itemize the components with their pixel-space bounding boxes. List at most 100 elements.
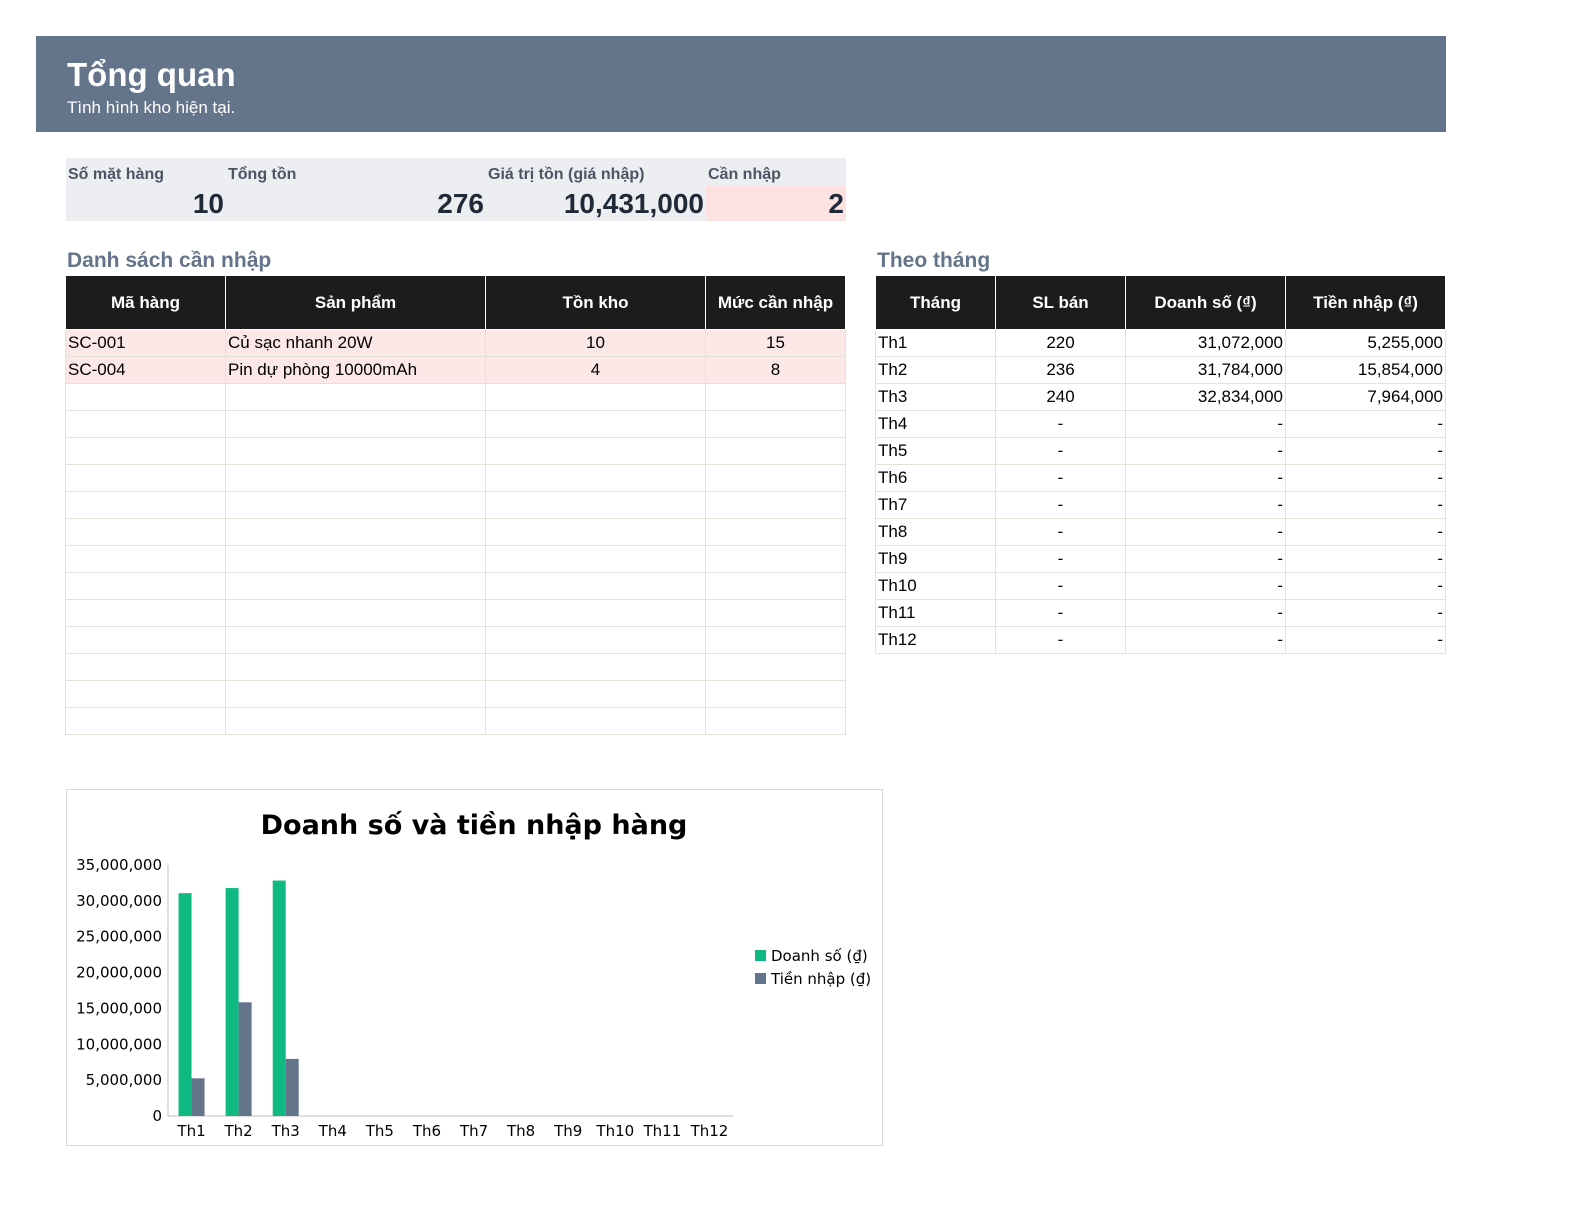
- cell-sales[interactable]: -: [1125, 410, 1286, 438]
- cell-month[interactable]: Th2: [875, 356, 996, 384]
- column-header-product[interactable]: Sản phẩm: [225, 275, 486, 330]
- cell-sales[interactable]: -: [1125, 437, 1286, 465]
- cell-stock[interactable]: [485, 491, 706, 519]
- cell-sales[interactable]: -: [1125, 545, 1286, 573]
- cell-sales[interactable]: 31,784,000: [1125, 356, 1286, 384]
- cell-import-cost[interactable]: -: [1285, 572, 1446, 600]
- column-header-reorder-level[interactable]: Mức cần nhập: [705, 275, 846, 330]
- cell-stock[interactable]: [485, 680, 706, 708]
- cell-import-cost[interactable]: 7,964,000: [1285, 383, 1446, 411]
- cell-sales[interactable]: 31,072,000: [1125, 329, 1286, 357]
- column-header-qty-sold[interactable]: SL bán: [995, 275, 1126, 330]
- cell-product[interactable]: Củ sạc nhanh 20W: [225, 329, 486, 357]
- cell-sku[interactable]: [65, 383, 226, 411]
- cell-stock[interactable]: [485, 653, 706, 681]
- table-row[interactable]: [65, 599, 846, 627]
- cell-sales[interactable]: -: [1125, 464, 1286, 492]
- cell-product[interactable]: [225, 491, 486, 519]
- cell-reorder-level[interactable]: [705, 464, 846, 492]
- table-row[interactable]: [65, 707, 846, 735]
- table-row[interactable]: [65, 572, 846, 600]
- table-row[interactable]: Th5- - -: [875, 437, 1446, 465]
- cell-product[interactable]: [225, 707, 486, 735]
- table-row[interactable]: Th6- - -: [875, 464, 1446, 492]
- table-row[interactable]: [65, 410, 846, 438]
- table-row[interactable]: Th3 240 32,834,000 7,964,000: [875, 383, 1446, 411]
- cell-import-cost[interactable]: -: [1285, 464, 1446, 492]
- table-row[interactable]: Th10- - -: [875, 572, 1446, 600]
- sales-import-chart[interactable]: Doanh số và tiền nhập hàng 0 5,000,000 10,…: [66, 789, 883, 1146]
- table-row[interactable]: [65, 437, 846, 465]
- cell-product[interactable]: [225, 410, 486, 438]
- table-row[interactable]: SC-004 Pin dự phòng 10000mAh 4 8: [65, 356, 846, 384]
- cell-reorder-level[interactable]: [705, 518, 846, 546]
- table-row[interactable]: SC-001 Củ sạc nhanh 20W 10 15: [65, 329, 846, 357]
- cell-reorder-level[interactable]: [705, 599, 846, 627]
- cell-sku[interactable]: [65, 599, 226, 627]
- cell-month[interactable]: Th5: [875, 437, 996, 465]
- cell-sku[interactable]: [65, 410, 226, 438]
- cell-sku[interactable]: [65, 707, 226, 735]
- cell-reorder-level[interactable]: [705, 653, 846, 681]
- cell-stock[interactable]: [485, 545, 706, 573]
- cell-product[interactable]: [225, 572, 486, 600]
- table-row[interactable]: [65, 518, 846, 546]
- cell-qty-sold[interactable]: -: [995, 626, 1126, 654]
- cell-qty-sold[interactable]: -: [995, 437, 1126, 465]
- cell-sku[interactable]: [65, 464, 226, 492]
- cell-sku[interactable]: [65, 437, 226, 465]
- cell-import-cost[interactable]: 5,255,000: [1285, 329, 1446, 357]
- cell-stock[interactable]: [485, 464, 706, 492]
- cell-stock[interactable]: [485, 572, 706, 600]
- cell-reorder-level[interactable]: [705, 491, 846, 519]
- cell-import-cost[interactable]: -: [1285, 410, 1446, 438]
- cell-sales[interactable]: -: [1125, 491, 1286, 519]
- cell-month[interactable]: Th8: [875, 518, 996, 546]
- cell-month[interactable]: Th10: [875, 572, 996, 600]
- cell-import-cost[interactable]: -: [1285, 518, 1446, 546]
- cell-sales[interactable]: 32,834,000: [1125, 383, 1286, 411]
- table-row[interactable]: [65, 626, 846, 654]
- table-row[interactable]: Th12- - -: [875, 626, 1446, 654]
- table-row[interactable]: [65, 545, 846, 573]
- cell-stock[interactable]: [485, 626, 706, 654]
- cell-qty-sold[interactable]: -: [995, 572, 1126, 600]
- cell-qty-sold[interactable]: -: [995, 410, 1126, 438]
- cell-sku[interactable]: SC-001: [65, 329, 226, 357]
- cell-stock[interactable]: [485, 518, 706, 546]
- cell-month[interactable]: Th3: [875, 383, 996, 411]
- cell-reorder-level[interactable]: [705, 680, 846, 708]
- cell-import-cost[interactable]: -: [1285, 491, 1446, 519]
- cell-qty-sold[interactable]: 240: [995, 383, 1126, 411]
- cell-product[interactable]: [225, 437, 486, 465]
- table-row[interactable]: Th9- - -: [875, 545, 1446, 573]
- table-row[interactable]: Th4- - -: [875, 410, 1446, 438]
- cell-stock[interactable]: [485, 383, 706, 411]
- cell-month[interactable]: Th9: [875, 545, 996, 573]
- cell-sku[interactable]: [65, 545, 226, 573]
- cell-sku[interactable]: [65, 653, 226, 681]
- column-header-month[interactable]: Tháng: [875, 275, 996, 330]
- cell-sku[interactable]: [65, 491, 226, 519]
- cell-month[interactable]: Th6: [875, 464, 996, 492]
- cell-sales[interactable]: -: [1125, 626, 1286, 654]
- cell-sku[interactable]: [65, 572, 226, 600]
- cell-import-cost[interactable]: 15,854,000: [1285, 356, 1446, 384]
- column-header-import-cost[interactable]: Tiền nhập (₫): [1285, 275, 1446, 330]
- cell-product[interactable]: [225, 518, 486, 546]
- cell-month[interactable]: Th12: [875, 626, 996, 654]
- cell-import-cost[interactable]: -: [1285, 437, 1446, 465]
- cell-stock[interactable]: [485, 410, 706, 438]
- cell-sku[interactable]: [65, 680, 226, 708]
- cell-product[interactable]: [225, 680, 486, 708]
- table-row[interactable]: Th8- - -: [875, 518, 1446, 546]
- cell-product[interactable]: [225, 464, 486, 492]
- cell-month[interactable]: Th1: [875, 329, 996, 357]
- cell-sku[interactable]: [65, 518, 226, 546]
- table-row[interactable]: Th1 220 31,072,000 5,255,000: [875, 329, 1446, 357]
- table-row[interactable]: [65, 464, 846, 492]
- cell-qty-sold[interactable]: -: [995, 545, 1126, 573]
- cell-sales[interactable]: -: [1125, 518, 1286, 546]
- cell-product[interactable]: Pin dự phòng 10000mAh: [225, 356, 486, 384]
- cell-reorder-level[interactable]: [705, 437, 846, 465]
